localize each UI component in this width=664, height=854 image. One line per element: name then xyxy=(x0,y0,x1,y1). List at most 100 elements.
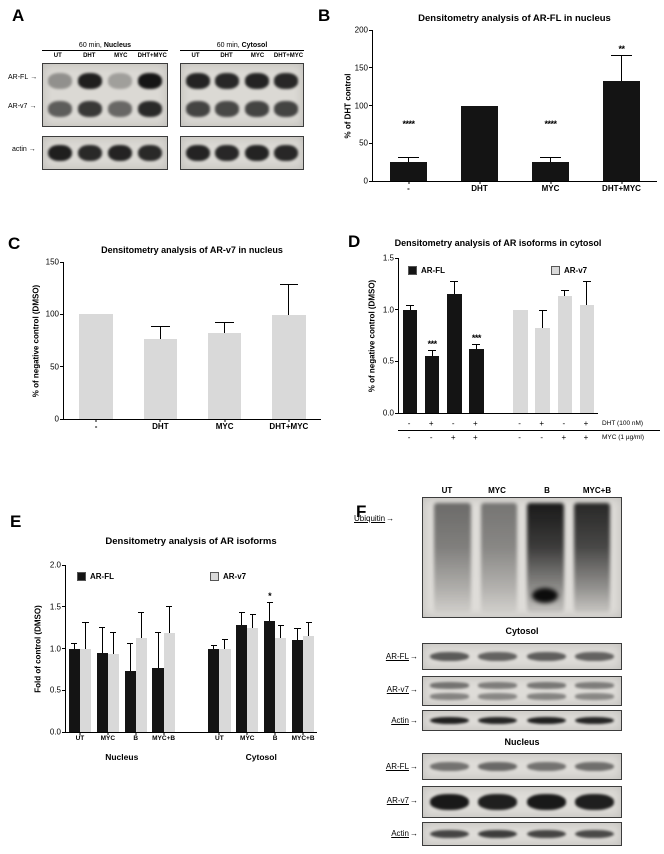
blot-row xyxy=(45,67,165,95)
error-bar-cap xyxy=(472,343,481,345)
dose-sign: - xyxy=(540,433,544,442)
panel-f-cytosol-arv7-blot xyxy=(422,676,622,706)
bar xyxy=(272,315,306,419)
row-label-text: Ubiquitin xyxy=(354,514,386,523)
error-bar xyxy=(85,623,87,649)
error-bar-cap xyxy=(450,280,459,282)
y-tick-mark xyxy=(62,689,66,691)
bar xyxy=(68,648,80,732)
blot-lane xyxy=(135,140,165,166)
lane-label: MYC+B xyxy=(582,486,612,495)
y-tick-label: 100 xyxy=(45,309,59,319)
x-tick-mark xyxy=(159,419,161,422)
chart-d-title: Densitometry analysis of AR isoforms in … xyxy=(394,238,602,248)
blot-lane xyxy=(425,757,474,776)
arrow-icon: → xyxy=(30,74,38,81)
bar xyxy=(79,314,113,419)
blot-lane xyxy=(522,826,571,842)
blot-band xyxy=(138,144,162,162)
bar xyxy=(124,671,136,732)
panel-f-nucleus-actin-label: Actin→ xyxy=(352,829,418,838)
significance-annotation: **** xyxy=(544,119,557,130)
blot-row xyxy=(183,140,301,166)
blot-band xyxy=(526,651,566,662)
x-tick-label: MYC xyxy=(100,735,116,742)
panel-a-row-label-arfl: AR-FL → xyxy=(8,74,37,81)
blot-lane xyxy=(571,691,620,702)
blot-lane xyxy=(242,95,272,123)
error-bar xyxy=(241,612,243,626)
panel-f-nucleus-actin-blot xyxy=(422,822,622,846)
y-tick-mark xyxy=(60,366,64,368)
dose-sign: + xyxy=(428,419,434,428)
significance-annotation: *** xyxy=(471,332,482,343)
blot-band xyxy=(526,794,566,810)
y-tick-mark xyxy=(369,142,373,144)
blot-row xyxy=(425,826,619,842)
arrow-icon: → xyxy=(28,146,36,153)
blot-lane xyxy=(474,790,523,814)
error-bar-cap xyxy=(398,157,419,159)
lane-label: UT xyxy=(53,53,62,59)
x-tick-mark xyxy=(79,732,81,735)
panel-f-cytosol-arv7-label: AR-v7→ xyxy=(352,685,418,694)
panel-f-cytosol-arfl-label: AR-FL→ xyxy=(352,652,418,661)
chart-d-myc-row-label: MYC (1 µg/ml) xyxy=(602,434,645,441)
bar xyxy=(107,654,119,732)
error-bar-cap xyxy=(428,350,437,351)
error-bar-cap xyxy=(138,612,145,614)
panel-f-ubiquitin-label: Ubiquitin→ xyxy=(354,514,394,523)
dose-sign: + xyxy=(473,433,478,442)
error-bar-cap xyxy=(210,645,217,646)
error-bar-cap xyxy=(294,628,301,630)
dose-sign: + xyxy=(450,433,456,442)
lane-label: MYC xyxy=(488,486,506,495)
dose-sign: - xyxy=(518,419,521,428)
error-bar xyxy=(224,322,226,334)
x-tick-label: B xyxy=(272,735,278,742)
lane-label: B xyxy=(544,486,550,495)
blot-lane xyxy=(75,67,105,95)
blot-lane xyxy=(474,757,523,776)
blot-row xyxy=(183,67,301,95)
x-tick-label: DHT xyxy=(471,184,488,193)
x-tick-mark xyxy=(479,181,480,184)
blot-lane xyxy=(45,95,75,123)
blot-lane xyxy=(571,826,620,842)
error-bar-cap xyxy=(166,605,173,607)
group-label: Cytosol xyxy=(245,752,277,762)
blot-lane xyxy=(105,67,135,95)
blot-lane xyxy=(272,67,302,95)
error-bar xyxy=(308,623,310,636)
y-tick-label: 150 xyxy=(354,63,368,73)
bar xyxy=(579,304,595,413)
dose-sign: - xyxy=(518,433,521,442)
x-tick-mark xyxy=(95,419,97,422)
error-bar xyxy=(453,281,455,295)
blot-band xyxy=(244,73,269,89)
blot-row xyxy=(45,140,165,166)
panel-f: F UT MYC B MYC+B Ubiquitin→ Cytosol AR-F… xyxy=(350,476,664,854)
lane-label: DHT+MYC xyxy=(137,53,167,59)
lane-label: MYC xyxy=(114,53,128,59)
blot-band xyxy=(274,73,299,89)
blot-row xyxy=(425,714,619,727)
x-tick-mark xyxy=(218,732,220,735)
panel-a-cytosol-ar-blot xyxy=(180,63,304,127)
lane-label: UT xyxy=(441,486,453,495)
chart-e-title: Densitometry analysis of AR isoforms xyxy=(105,536,277,547)
error-bar-cap xyxy=(249,614,256,616)
lane-label: DHT xyxy=(83,53,96,59)
y-tick-mark xyxy=(369,180,373,182)
blot-band xyxy=(429,794,469,810)
bar xyxy=(96,652,108,732)
row-label-text: AR-v7 xyxy=(8,103,28,110)
legend-label-arv7: AR-v7 xyxy=(564,266,588,275)
error-bar xyxy=(621,56,622,81)
panel-f-label: F xyxy=(356,502,367,521)
significance-annotation: *** xyxy=(427,339,438,349)
bar xyxy=(390,162,427,181)
y-tick-label: 200 xyxy=(354,25,368,35)
x-tick-label: MYC xyxy=(240,735,255,742)
